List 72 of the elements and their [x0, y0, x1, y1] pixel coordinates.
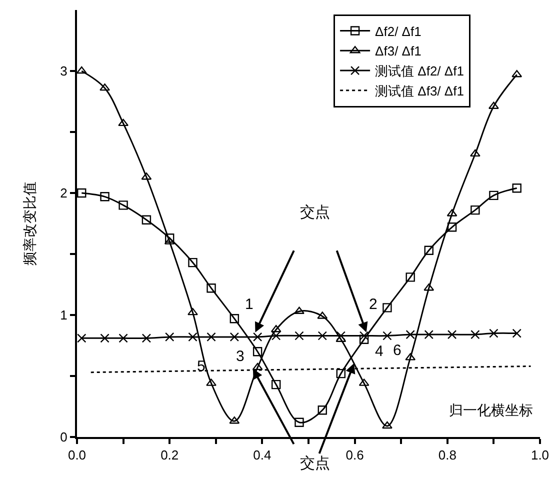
annotation: 3	[236, 348, 244, 365]
point	[470, 205, 480, 215]
point	[382, 421, 392, 429]
x-tick-label: 1.0	[530, 448, 550, 463]
y-axis-title: 频率改变比值	[21, 182, 38, 266]
annotation: 4	[375, 343, 384, 360]
point	[512, 184, 522, 193]
point	[118, 200, 128, 210]
x-tick-label: 0.8	[438, 448, 456, 463]
legend-label: Δf3/ Δf1	[375, 44, 422, 59]
point	[318, 331, 327, 340]
point	[406, 330, 415, 340]
point	[318, 406, 327, 415]
point	[294, 306, 304, 314]
annotation: 2	[369, 296, 378, 313]
point	[424, 246, 434, 255]
point	[336, 368, 346, 378]
point	[382, 303, 392, 312]
point	[100, 334, 110, 343]
x-tick-label: 0.6	[346, 448, 364, 463]
point	[230, 314, 240, 324]
annotation: 6	[393, 342, 402, 359]
point	[100, 83, 110, 91]
point	[489, 190, 498, 200]
legend-label: 测试值 Δf3/ Δf1	[375, 83, 464, 98]
point	[271, 331, 281, 340]
point	[294, 331, 304, 340]
point	[188, 308, 198, 316]
point	[206, 284, 216, 293]
point	[100, 192, 110, 202]
x-tick-label: 0.0	[68, 448, 86, 463]
point	[271, 380, 281, 390]
y-tick-label: 1	[60, 308, 68, 323]
point	[77, 66, 87, 74]
point	[294, 418, 304, 427]
point	[188, 332, 198, 342]
point	[447, 222, 457, 232]
x-tick-label: 0.2	[160, 448, 179, 463]
y-tick-label: 3	[60, 64, 68, 79]
point	[165, 332, 174, 342]
point	[252, 347, 262, 356]
annotation: 交点	[300, 204, 330, 221]
point	[489, 328, 498, 338]
point	[424, 330, 434, 340]
x-axis-title: 归一化横坐标	[449, 402, 533, 418]
point	[118, 118, 129, 126]
point	[77, 188, 86, 198]
annotation: 交点	[300, 455, 330, 472]
annotation: 1	[245, 296, 254, 313]
point	[470, 330, 480, 340]
point	[206, 378, 216, 386]
point	[470, 149, 480, 157]
point	[406, 272, 415, 282]
point	[382, 331, 392, 340]
point	[359, 334, 369, 344]
point	[142, 215, 152, 224]
point	[77, 334, 86, 343]
y-tick-label: 0	[60, 430, 68, 445]
x-tick-label: 0.4	[253, 448, 272, 463]
point	[206, 332, 216, 342]
legend-label: Δf2/ Δf1	[375, 24, 422, 39]
point	[230, 332, 240, 342]
point	[447, 330, 457, 340]
point	[512, 328, 522, 338]
point	[165, 234, 174, 243]
point	[252, 362, 263, 370]
point	[118, 334, 128, 343]
legend-label: 测试值 Δf2/ Δf1	[375, 64, 464, 79]
y-tick-label: 2	[60, 186, 68, 201]
point	[188, 258, 198, 268]
point	[142, 334, 152, 343]
point	[252, 332, 262, 342]
